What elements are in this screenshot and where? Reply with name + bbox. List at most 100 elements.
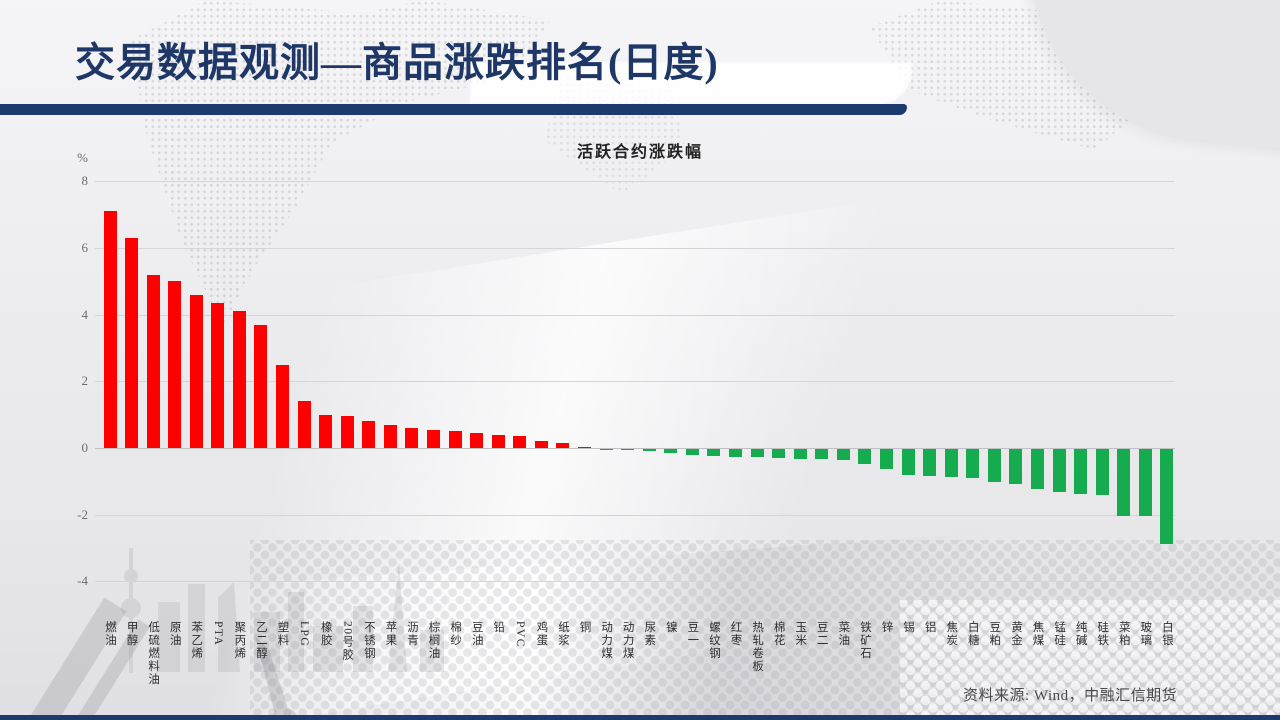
bottom-accent-bar — [0, 715, 1280, 720]
page-title: 交易数据观测—商品涨跌排名(日度) — [75, 40, 719, 85]
x-axis-label: 塑料 — [276, 621, 289, 647]
x-axis-label: 镍 — [664, 621, 677, 634]
bar-沥青 — [405, 428, 419, 448]
x-axis-label: 铝 — [923, 621, 936, 634]
bar-镍 — [664, 449, 678, 454]
header-curl-shape — [470, 62, 912, 104]
x-axis-label: 橡胶 — [319, 621, 332, 647]
bar-棉纱 — [448, 431, 462, 448]
bar-低硫燃料油 — [146, 274, 160, 448]
y-tick-label: 2 — [81, 373, 89, 389]
bar-PTA — [211, 303, 225, 448]
x-axis-label: 锡 — [902, 621, 915, 634]
bar-玉米 — [793, 449, 807, 459]
x-axis-label: 尿素 — [643, 621, 656, 647]
y-tick-label: 8 — [81, 173, 89, 189]
x-axis-label: 聚丙烯 — [233, 621, 246, 660]
bar-菜油 — [836, 449, 850, 460]
bar-焦煤 — [1031, 449, 1044, 489]
y-tick-label: -4 — [77, 573, 88, 589]
bar-锡 — [901, 449, 915, 475]
x-axis-label: 苯乙烯 — [190, 621, 203, 660]
bar-不锈钢 — [362, 421, 376, 448]
bar-LPG — [297, 401, 311, 448]
bar-动力煤 — [599, 449, 613, 450]
bar-鸡蛋 — [534, 441, 548, 448]
bar-菜粕 — [1117, 449, 1131, 516]
x-axis-label: 纸浆 — [556, 621, 569, 647]
x-axis-label: 动力煤 — [621, 621, 634, 660]
bar-尿素 — [642, 449, 656, 452]
bar-铝 — [923, 449, 937, 476]
bar-锰硅 — [1052, 449, 1066, 492]
bar-铅 — [491, 434, 505, 448]
x-axis-label: 锌 — [880, 621, 893, 634]
y-tick-label: -2 — [77, 506, 88, 522]
bar-豆油 — [470, 433, 484, 448]
x-axis-label: 乙二醇 — [254, 621, 267, 660]
y-tick-label: 0 — [81, 440, 89, 455]
source-note: 资料来源: Wind，中融汇信期货 — [963, 688, 1178, 704]
bar-豆二 — [815, 449, 829, 459]
x-axis-label: 甲醇 — [125, 621, 138, 647]
bar-铜 — [578, 447, 592, 448]
bar-焦炭 — [944, 449, 958, 478]
x-axis-label: 铅 — [492, 621, 505, 634]
bar-铁矿石 — [858, 449, 872, 464]
x-axis-label: 燃油 — [104, 621, 116, 647]
x-axis-label: 动力煤 — [600, 621, 613, 660]
x-axis-label: 不锈钢 — [362, 621, 375, 660]
bar-燃油 — [103, 211, 117, 448]
bar-红枣 — [729, 449, 743, 457]
x-axis-label: 螺纹钢 — [707, 621, 720, 660]
bar-苯乙烯 — [189, 294, 203, 448]
x-axis-label: 焦炭 — [945, 621, 958, 647]
x-axis-label: 菜油 — [837, 621, 850, 647]
x-axis-label: 低硫燃料油 — [147, 621, 160, 686]
bar-动力煤 — [621, 449, 635, 450]
bar-纯碱 — [1074, 449, 1088, 494]
gridline-6 — [95, 248, 1175, 250]
x-axis-label: 棉花 — [772, 621, 785, 647]
x-axis-label: PVC — [513, 621, 526, 648]
x-axis-label: 豆二 — [815, 621, 828, 647]
gridline-8 — [95, 181, 1175, 183]
x-axis-label: 玉米 — [794, 621, 807, 647]
bar-乙二醇 — [254, 324, 268, 448]
bar-橡胶 — [319, 414, 333, 448]
x-axis-label: 鸡蛋 — [535, 621, 548, 647]
bar-棕榈油 — [427, 429, 441, 448]
bar-豆一 — [685, 449, 699, 456]
bar-白银 — [1160, 449, 1174, 544]
bar-黄金 — [1009, 449, 1023, 485]
x-axis-label: 红枣 — [729, 621, 742, 647]
bar-豆粕 — [987, 449, 1001, 483]
bar-玻璃 — [1138, 449, 1152, 517]
x-axis-label: 铁矿石 — [858, 621, 871, 660]
x-axis-label: PTA — [211, 621, 224, 647]
y-tick-label: 6 — [81, 240, 89, 256]
gridline--2 — [95, 514, 1175, 516]
bar-棉花 — [772, 449, 786, 458]
bar-PVC — [513, 436, 527, 448]
x-axis-label: 棕榈油 — [427, 621, 440, 660]
gridline-4 — [95, 314, 1175, 316]
bar-螺纹钢 — [707, 449, 721, 457]
x-axis-label: 豆油 — [470, 621, 483, 647]
y-tick-label: 4 — [81, 306, 89, 322]
x-axis-label: 原油 — [168, 621, 181, 647]
x-axis-label: 苹果 — [384, 621, 397, 647]
bar-甲醇 — [125, 238, 139, 448]
x-axis-label: 热轧卷板 — [751, 621, 764, 673]
gridline--4 — [95, 581, 1175, 583]
x-axis-label: 20号胶 — [341, 621, 354, 662]
bar-白糖 — [966, 449, 980, 479]
bar-纸浆 — [556, 443, 570, 448]
bar-聚丙烯 — [232, 311, 246, 448]
x-axis-label: 棉纱 — [449, 621, 462, 647]
bar-锌 — [880, 449, 894, 469]
bar-20号胶 — [340, 416, 354, 448]
bar-硅铁 — [1095, 449, 1109, 495]
